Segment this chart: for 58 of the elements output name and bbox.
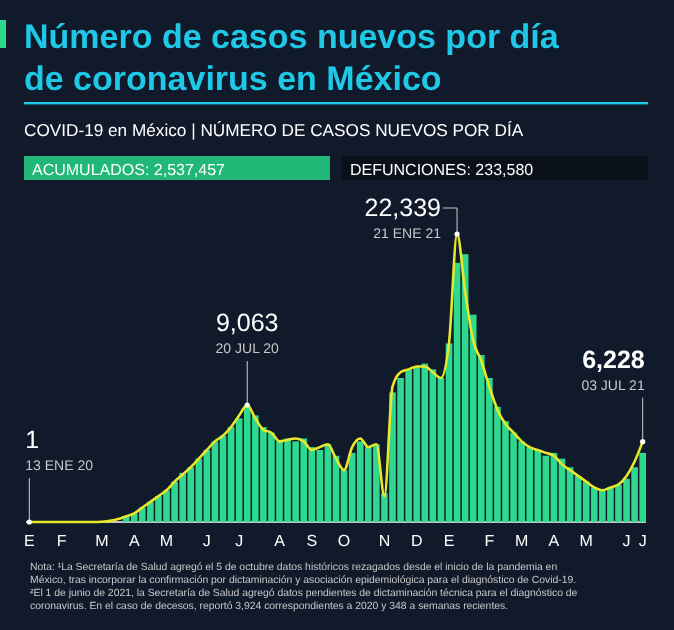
bar bbox=[292, 441, 299, 522]
text: DEFUNCIONES: 233,580 bbox=[350, 161, 535, 179]
bar bbox=[526, 447, 534, 522]
bar bbox=[590, 487, 598, 522]
x-tick-label: E bbox=[443, 532, 455, 550]
bar bbox=[405, 369, 412, 522]
bar bbox=[316, 450, 324, 522]
annotation: 1 bbox=[25, 426, 40, 454]
x-tick-label: M bbox=[159, 532, 174, 550]
bar bbox=[147, 501, 154, 522]
bar bbox=[171, 481, 178, 522]
bar bbox=[364, 447, 372, 522]
bar bbox=[356, 441, 364, 522]
x-tick-label: E bbox=[23, 532, 35, 550]
bar bbox=[599, 490, 606, 522]
bar bbox=[284, 438, 291, 522]
bar bbox=[421, 363, 429, 522]
x-tick-label: A bbox=[274, 532, 287, 550]
bar bbox=[195, 458, 203, 522]
x-tick-label: F bbox=[56, 532, 67, 550]
x-tick-label: M bbox=[95, 532, 110, 550]
x-tick-label: N bbox=[378, 532, 391, 550]
x-tick-label: J bbox=[638, 532, 647, 550]
bar bbox=[542, 455, 550, 522]
bar bbox=[615, 484, 622, 522]
annotation: 6,228 bbox=[582, 345, 645, 374]
x-tick-label: J bbox=[202, 532, 211, 550]
bar bbox=[607, 487, 614, 522]
bar bbox=[397, 378, 404, 522]
bar bbox=[518, 441, 525, 522]
chart-title: Número de casos nuevos por día de coronavirus en México bbox=[24, 18, 560, 98]
bar bbox=[268, 432, 275, 522]
bar bbox=[582, 481, 590, 522]
x-tick-label: O bbox=[337, 532, 351, 550]
x-tick-label: S bbox=[306, 532, 318, 550]
bar bbox=[534, 450, 542, 522]
x-tick-label: M bbox=[514, 532, 529, 550]
bar bbox=[251, 415, 259, 522]
bar bbox=[155, 496, 162, 522]
bar bbox=[187, 467, 195, 522]
x-tick-label: D bbox=[410, 532, 423, 550]
bar bbox=[453, 262, 461, 522]
x-tick-label: M bbox=[579, 532, 594, 550]
text: 22,339 bbox=[364, 194, 442, 222]
x-tick-label: J bbox=[622, 532, 631, 550]
bar bbox=[179, 473, 186, 522]
bar bbox=[163, 490, 170, 522]
x-tick-label: J bbox=[235, 532, 244, 550]
chart-subtitle: COVID-19 en México | NÚMERO DE CASOS NUEVOS POR DÍA bbox=[24, 120, 524, 140]
bar bbox=[300, 438, 308, 522]
x-tick-label: A bbox=[128, 532, 141, 550]
text: ACUMULADOS: 2,537,457 bbox=[32, 161, 227, 179]
annotation: 9,063 bbox=[215, 309, 279, 338]
bar bbox=[639, 452, 646, 522]
x-tick-label: A bbox=[548, 532, 561, 550]
x-tick-label: F bbox=[484, 532, 495, 550]
bar bbox=[413, 366, 421, 522]
bar bbox=[276, 441, 283, 522]
